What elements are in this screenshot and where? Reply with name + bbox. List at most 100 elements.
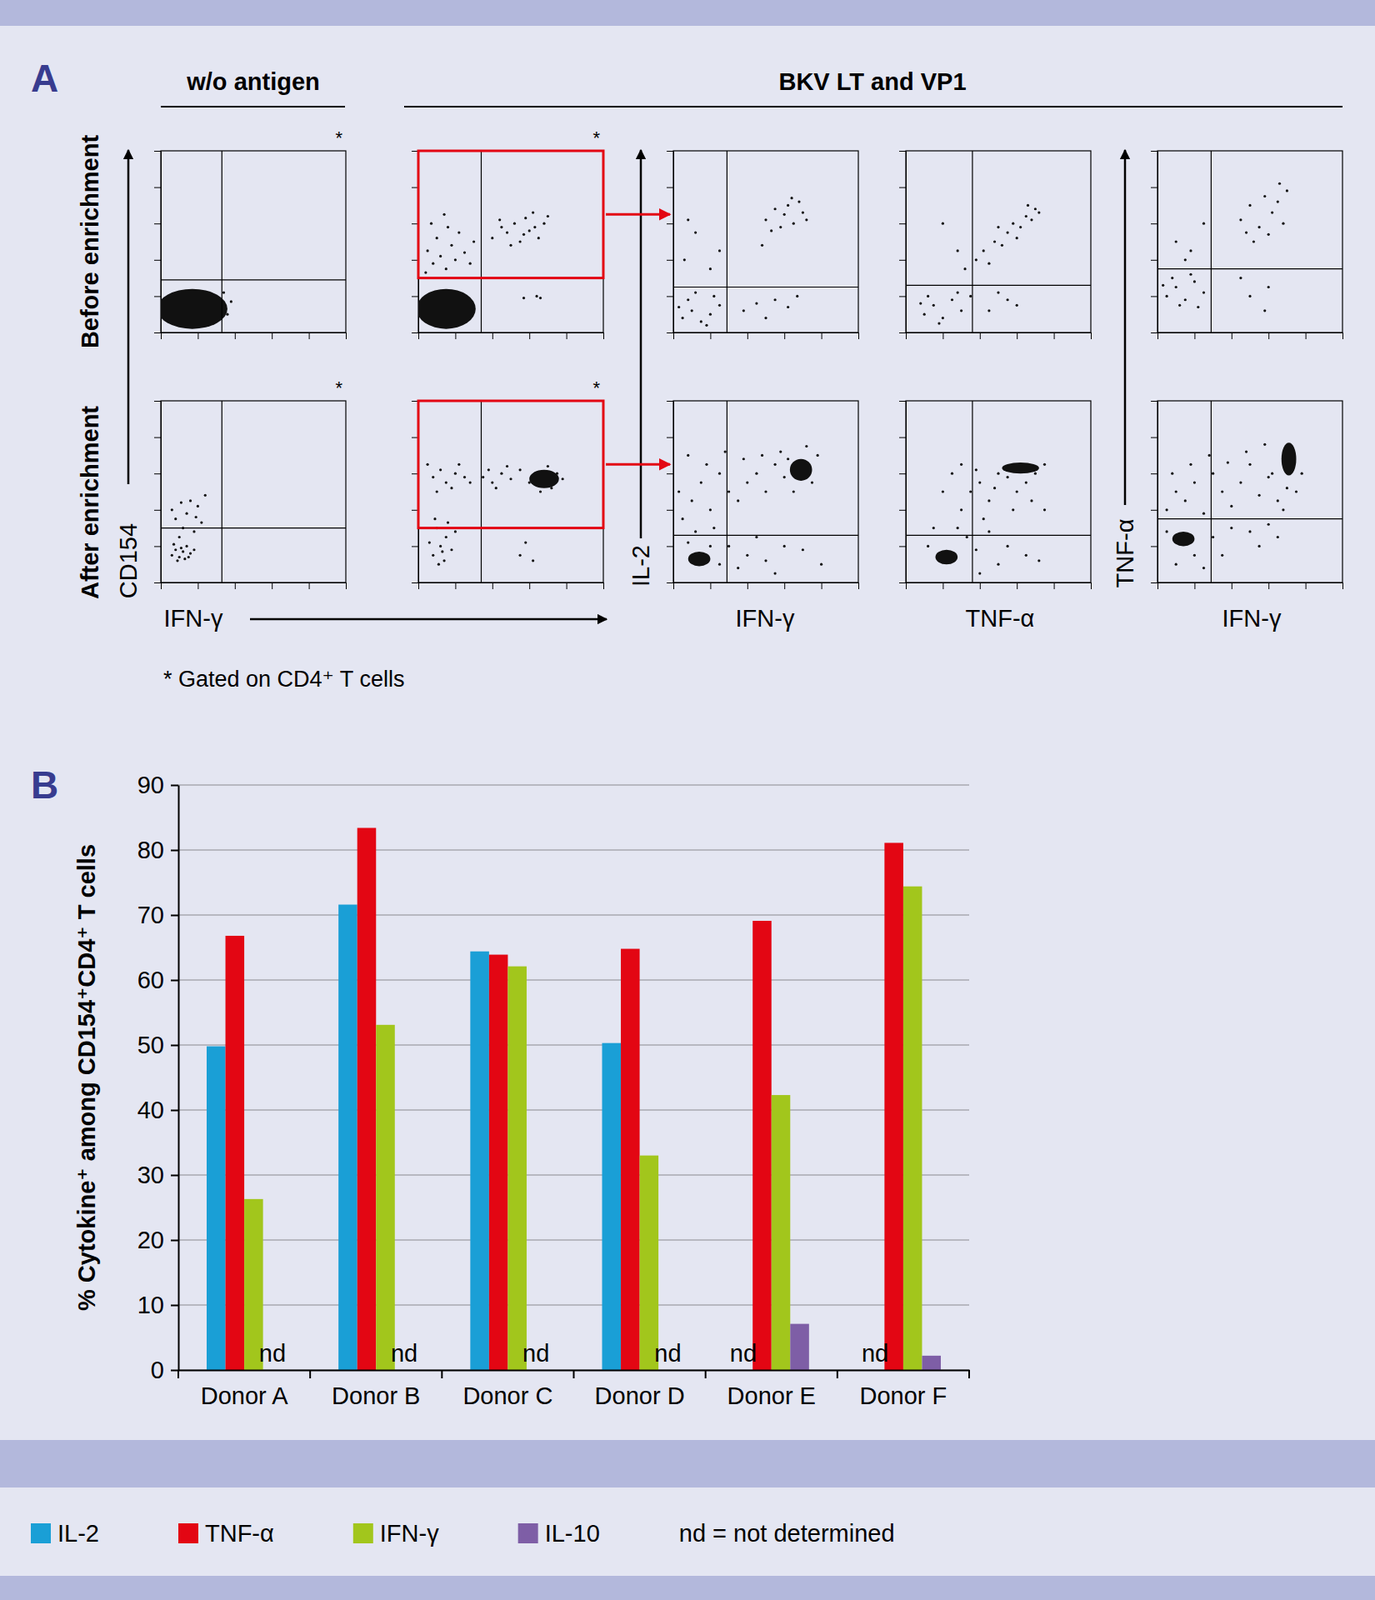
- cell-cluster: [160, 289, 228, 330]
- missing-label: nd: [522, 1340, 550, 1367]
- cell-dot: [1276, 499, 1280, 502]
- cell-dot: [192, 548, 195, 551]
- tick: [784, 582, 785, 590]
- cell-dot: [982, 517, 985, 520]
- tick-mark: [170, 1240, 179, 1242]
- legend-swatch: [353, 1523, 374, 1544]
- cell-dot: [764, 218, 767, 221]
- tick: [666, 582, 674, 584]
- cell-dot: [1252, 240, 1255, 243]
- y-axis-title: CD154: [115, 523, 142, 599]
- quadrant-line: [726, 150, 728, 333]
- cell-dot: [975, 468, 978, 471]
- missing-label: nd: [861, 1340, 889, 1367]
- tick: [666, 187, 674, 189]
- tick-mark: [529, 332, 530, 340]
- tick: [905, 332, 907, 340]
- tick: [271, 582, 273, 590]
- tick-mark: [418, 332, 420, 340]
- cell-dot: [975, 258, 978, 261]
- tick: [858, 582, 860, 590]
- cell-dot: [1006, 475, 1010, 479]
- cell-dot: [790, 196, 793, 200]
- axis-line: [419, 582, 605, 584]
- cell-dot: [937, 322, 940, 325]
- tick: [529, 332, 530, 340]
- cell-dot: [446, 225, 450, 229]
- category-separator: [968, 1370, 970, 1379]
- cell-dot: [195, 515, 198, 519]
- tick-mark: [710, 582, 711, 590]
- cell-dot: [230, 300, 233, 303]
- tick: [942, 332, 944, 340]
- tick: [197, 582, 199, 590]
- tick-mark: [1054, 332, 1055, 340]
- missing-label: nd: [730, 1340, 757, 1367]
- tick: [899, 582, 906, 584]
- tick-mark: [666, 150, 674, 152]
- cell-dot: [1006, 545, 1010, 548]
- x-axis-title: TNF-α: [965, 605, 1035, 632]
- plot-marks: [160, 150, 346, 333]
- cell-dot: [923, 313, 926, 316]
- plot-marks: [905, 400, 1091, 583]
- cell-dot: [1276, 200, 1280, 203]
- tick: [235, 332, 236, 340]
- tick-mark: [492, 332, 494, 340]
- bar: [338, 905, 358, 1370]
- missing-label: nd: [390, 1340, 418, 1367]
- cell-dot: [709, 508, 712, 511]
- cell-dot: [797, 200, 800, 203]
- cell-dot: [801, 211, 805, 215]
- tick: [1016, 582, 1018, 590]
- cell-dot: [531, 211, 535, 215]
- legend-swatch: [178, 1523, 199, 1544]
- tick: [980, 582, 981, 590]
- tick-mark: [899, 510, 906, 511]
- tick-mark: [1150, 295, 1158, 297]
- cell-dot: [700, 481, 703, 485]
- cell-dot: [1170, 472, 1174, 475]
- cell-dot: [450, 244, 453, 247]
- cell-dot: [774, 298, 777, 301]
- cell-dot: [513, 222, 516, 225]
- tick-mark: [170, 1370, 179, 1372]
- cell-dot: [442, 559, 445, 562]
- tick-mark: [235, 332, 236, 340]
- tick-mark: [673, 332, 675, 340]
- tick: [235, 582, 236, 590]
- bar: [206, 1046, 226, 1370]
- tick-mark: [170, 785, 179, 787]
- tick: [1150, 473, 1158, 475]
- y-axis: [154, 401, 162, 584]
- tick: [666, 473, 674, 475]
- tick-mark: [197, 582, 199, 590]
- tick-mark: [154, 260, 161, 261]
- x-axis: [1158, 332, 1344, 340]
- tick: [1305, 332, 1307, 340]
- tick-mark: [1157, 332, 1159, 340]
- tick-mark: [603, 582, 605, 590]
- y-axis: [899, 151, 907, 334]
- bar: [884, 842, 904, 1370]
- cell-dot: [1239, 481, 1242, 485]
- cell-dot: [686, 540, 690, 544]
- cell-dot: [1300, 472, 1304, 475]
- cell-dot: [1211, 535, 1215, 539]
- row-label: Before enrichment: [76, 135, 104, 350]
- tick-mark: [566, 332, 568, 340]
- tick-mark: [154, 150, 161, 152]
- tick: [603, 582, 605, 590]
- tick: [899, 260, 906, 261]
- cell-dot: [993, 486, 996, 490]
- tick-mark: [154, 295, 161, 297]
- plot-marks: [905, 150, 1091, 333]
- tick: [858, 332, 860, 340]
- gate: [418, 400, 604, 529]
- cell-dot: [454, 258, 457, 261]
- legend: IL-2TNF-αIFN-γIL-10nd = not determined: [30, 1520, 895, 1547]
- tick: [980, 332, 981, 340]
- tick-mark: [235, 582, 236, 590]
- dot-plot: [1150, 150, 1344, 340]
- row-label: After enrichment: [76, 405, 104, 600]
